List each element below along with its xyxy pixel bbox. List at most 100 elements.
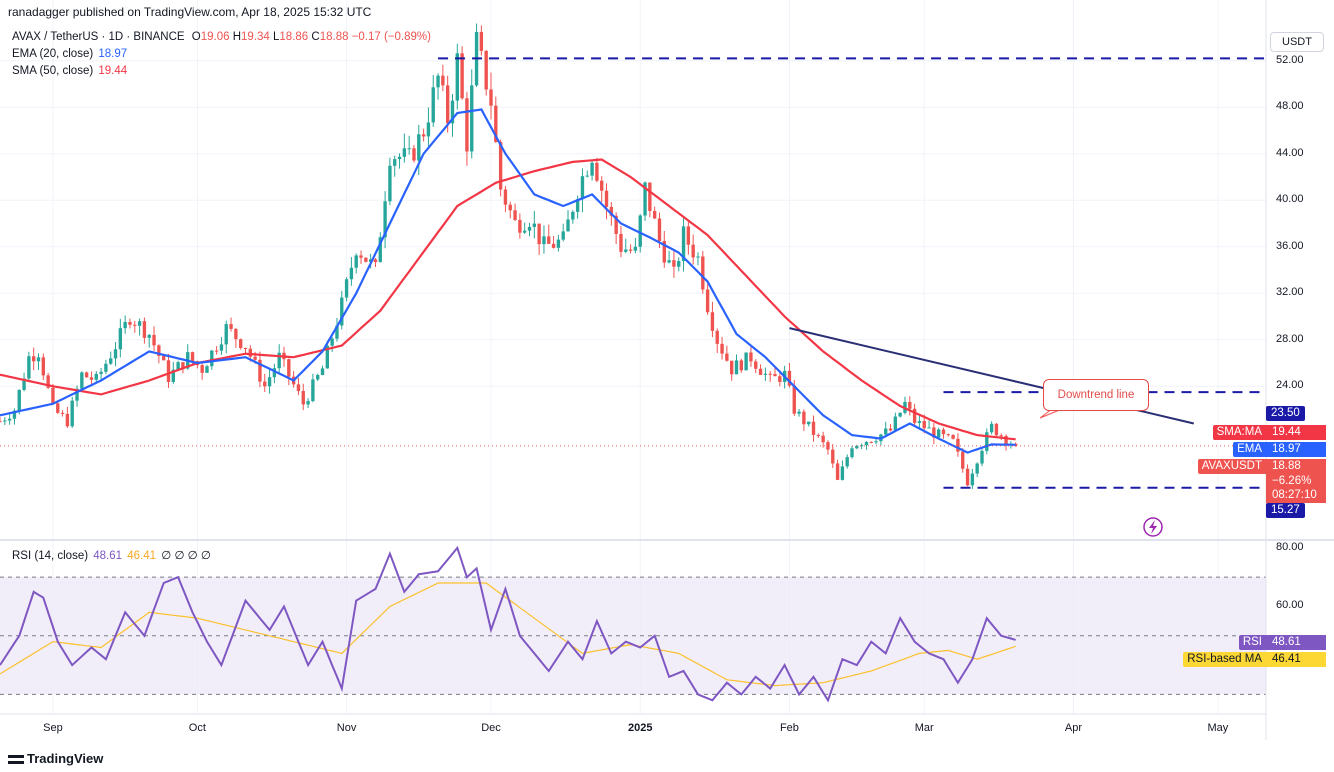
candle-body (311, 379, 315, 402)
price-tick-label: 48.00 (1276, 100, 1304, 113)
candle-body (445, 85, 450, 124)
rsi-tag: RSI 48.61 (1206, 635, 1326, 650)
price-tick-label: 24.00 (1276, 379, 1304, 392)
candle-body (994, 423, 999, 436)
candle-body (36, 357, 41, 362)
candle-body (3, 420, 7, 422)
candle-body (677, 261, 681, 267)
candle-body (407, 148, 411, 150)
candle-body (436, 75, 440, 88)
candle-body (219, 344, 224, 351)
close-value: 18.88 (319, 31, 349, 43)
candle-body (455, 53, 459, 101)
candle-body (243, 347, 248, 349)
rsi-ma-tag-label: RSI-based MA (1183, 652, 1266, 667)
sma-legend-label: SMA (50, close) (12, 65, 94, 77)
candle-body (951, 435, 955, 439)
candle-body (51, 387, 55, 404)
candle-body (234, 328, 238, 340)
sma-tag: SMA:MA 19.44 (1206, 425, 1326, 440)
rsi-line (0, 545, 1016, 703)
candle-body (426, 122, 431, 137)
candle-body (513, 210, 517, 220)
candle-body (142, 321, 147, 338)
candle-body (624, 249, 628, 252)
candle-body (701, 256, 705, 290)
indicator-lines (0, 108, 1016, 454)
candle-body (628, 249, 633, 251)
candle-body (893, 416, 898, 431)
open-label: O (191, 31, 201, 43)
candle-body (970, 473, 975, 486)
candle-body (402, 148, 407, 157)
candle-body (965, 468, 970, 486)
candlestick-series (0, 23, 1018, 489)
candle-body (263, 381, 267, 387)
candle-body (1004, 435, 1008, 445)
candle-body (956, 438, 960, 452)
candle-body (961, 451, 965, 469)
candle-body (277, 352, 281, 369)
open-value: 19.06 (200, 31, 230, 43)
candle-body (190, 352, 195, 362)
candle-body (7, 418, 12, 421)
candle-body (908, 401, 912, 409)
candle-body (489, 89, 493, 106)
candle-body (556, 239, 561, 248)
candle-body (388, 165, 392, 202)
lightning-icon[interactable] (1143, 517, 1163, 537)
candle-body (720, 343, 724, 354)
tradingview-logo[interactable]: TradingView (8, 751, 103, 766)
candle-body (696, 256, 700, 258)
annotation-pointer (1039, 408, 1063, 419)
candle-body (368, 259, 373, 262)
candle-body (484, 50, 488, 90)
candle-body (754, 361, 758, 369)
currency-button[interactable]: USDT (1270, 32, 1324, 52)
candle-body (585, 175, 589, 177)
candle-body (821, 435, 825, 443)
candle-body (705, 289, 710, 313)
candle-body (316, 375, 320, 380)
time-tick-label: Dec (481, 722, 501, 734)
candle-body (354, 255, 358, 268)
rsi-lines (0, 545, 1016, 703)
candle-body (137, 321, 142, 326)
candle-body (850, 448, 854, 458)
candle-body (60, 412, 65, 414)
candle-body (855, 445, 859, 449)
candle-body (84, 372, 89, 378)
candle-body (364, 257, 368, 262)
high-label: H (232, 31, 242, 43)
candle-body (763, 373, 768, 375)
candle-body (773, 374, 777, 377)
candle-body (171, 369, 175, 382)
candle-body (272, 368, 277, 378)
candle-body (503, 189, 508, 205)
candle-body (715, 330, 719, 344)
candle-body (936, 429, 941, 438)
support-tag: 15.27 (1266, 503, 1308, 518)
time-tick-label: Nov (336, 722, 357, 734)
candle-body (758, 368, 763, 375)
candle-body (927, 427, 931, 429)
candle-body (494, 105, 498, 143)
candle-body (989, 423, 994, 433)
candle-body (672, 260, 676, 267)
close-label: C (311, 31, 320, 43)
candle-body (912, 408, 917, 423)
candle-body (133, 324, 137, 326)
candle-body (0, 421, 2, 423)
candle-body (147, 334, 151, 338)
candle-body (12, 410, 17, 419)
candle-body (787, 370, 792, 386)
symbol-tag-label: AVAXUSDT (1197, 459, 1266, 474)
candle-body (874, 441, 878, 443)
rsi-tick-label: 60.00 (1276, 599, 1304, 612)
candle-body (571, 211, 575, 220)
last-price-value: 18.88 (1272, 460, 1301, 472)
candle-body (739, 360, 743, 371)
candle-body (470, 85, 474, 152)
candle-body (80, 372, 84, 389)
